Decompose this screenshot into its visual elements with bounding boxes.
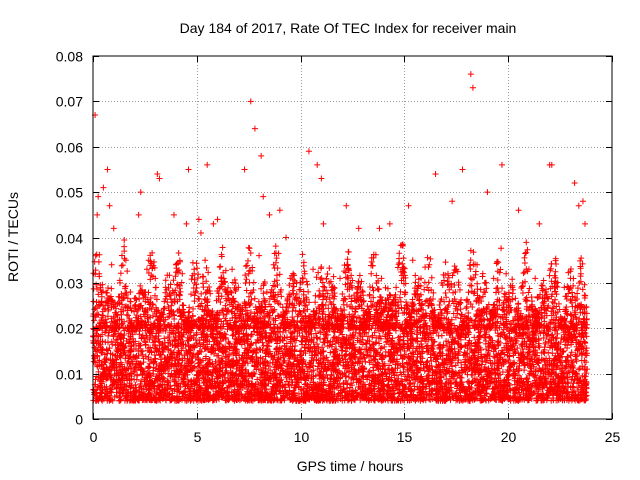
data-point <box>457 336 464 343</box>
data-point <box>139 389 146 396</box>
data-point <box>342 348 349 355</box>
data-point <box>407 340 414 347</box>
data-point <box>238 341 245 348</box>
data-point <box>527 365 534 372</box>
data-point <box>300 387 307 394</box>
data-point <box>330 334 337 341</box>
data-point <box>377 335 384 342</box>
data-point <box>308 368 315 375</box>
data-point <box>427 351 434 358</box>
data-point <box>225 357 232 364</box>
data-point <box>312 330 319 337</box>
data-point <box>529 351 536 358</box>
data-point <box>181 388 188 395</box>
data-point <box>229 332 236 339</box>
data-point <box>233 365 240 372</box>
data-point <box>400 337 407 344</box>
data-point <box>254 376 261 383</box>
data-point <box>554 330 561 337</box>
data-point <box>317 328 324 335</box>
data-point <box>521 367 528 374</box>
data-point <box>494 339 501 346</box>
data-point <box>152 356 159 363</box>
data-point <box>557 359 564 366</box>
data-point <box>519 335 526 342</box>
data-point <box>231 335 238 342</box>
data-point <box>91 389 98 396</box>
data-point <box>186 346 193 353</box>
data-point <box>542 340 549 347</box>
data-point <box>357 397 364 404</box>
data-point <box>487 380 494 387</box>
data-point <box>200 342 207 349</box>
data-point <box>582 359 589 366</box>
data-point <box>92 376 99 383</box>
data-point <box>117 336 124 343</box>
data-point <box>104 339 111 346</box>
data-point <box>292 343 299 350</box>
data-point <box>540 383 547 390</box>
data-point <box>365 333 372 340</box>
data-point <box>576 365 583 372</box>
data-point <box>96 357 103 364</box>
data-points <box>90 71 591 404</box>
data-point <box>366 367 373 374</box>
data-point <box>364 376 371 383</box>
data-point <box>428 357 435 364</box>
data-point <box>362 358 369 365</box>
data-point <box>462 342 469 349</box>
data-point <box>583 370 590 377</box>
data-point <box>166 333 173 340</box>
data-point <box>365 369 372 376</box>
data-point <box>342 372 349 379</box>
data-point <box>210 385 217 392</box>
data-point <box>384 338 391 345</box>
data-point <box>554 362 561 369</box>
data-point <box>545 349 552 356</box>
data-point <box>409 353 416 360</box>
data-point <box>196 341 203 348</box>
data-point <box>468 346 475 353</box>
data-point <box>161 335 168 342</box>
data-point <box>565 368 572 375</box>
data-point <box>306 344 313 351</box>
data-point <box>440 360 447 367</box>
data-point <box>308 357 315 364</box>
data-point <box>298 337 305 344</box>
data-point <box>90 358 97 365</box>
data-point <box>518 341 525 348</box>
data-point <box>257 330 264 337</box>
data-point <box>405 360 412 367</box>
data-point <box>497 371 504 378</box>
data-point <box>516 354 523 361</box>
data-point <box>181 352 188 359</box>
data-point <box>146 364 153 371</box>
data-point <box>458 343 465 350</box>
data-point <box>536 344 543 351</box>
data-point <box>514 345 521 352</box>
data-point <box>363 340 370 347</box>
data-point <box>301 381 308 388</box>
data-point <box>265 363 272 370</box>
data-point <box>341 369 348 376</box>
data-point <box>549 350 556 357</box>
data-point <box>511 348 518 355</box>
data-point <box>272 345 279 352</box>
data-point <box>419 335 426 342</box>
data-point <box>161 355 168 362</box>
data-point <box>132 346 139 353</box>
chart-title: Day 184 of 2017, Rate Of TEC Index for r… <box>180 20 517 36</box>
data-point <box>139 351 146 358</box>
data-point <box>123 338 130 345</box>
data-point <box>138 378 145 385</box>
data-point <box>137 380 144 387</box>
data-point <box>166 329 173 336</box>
data-point <box>568 349 575 356</box>
data-point <box>195 372 202 379</box>
